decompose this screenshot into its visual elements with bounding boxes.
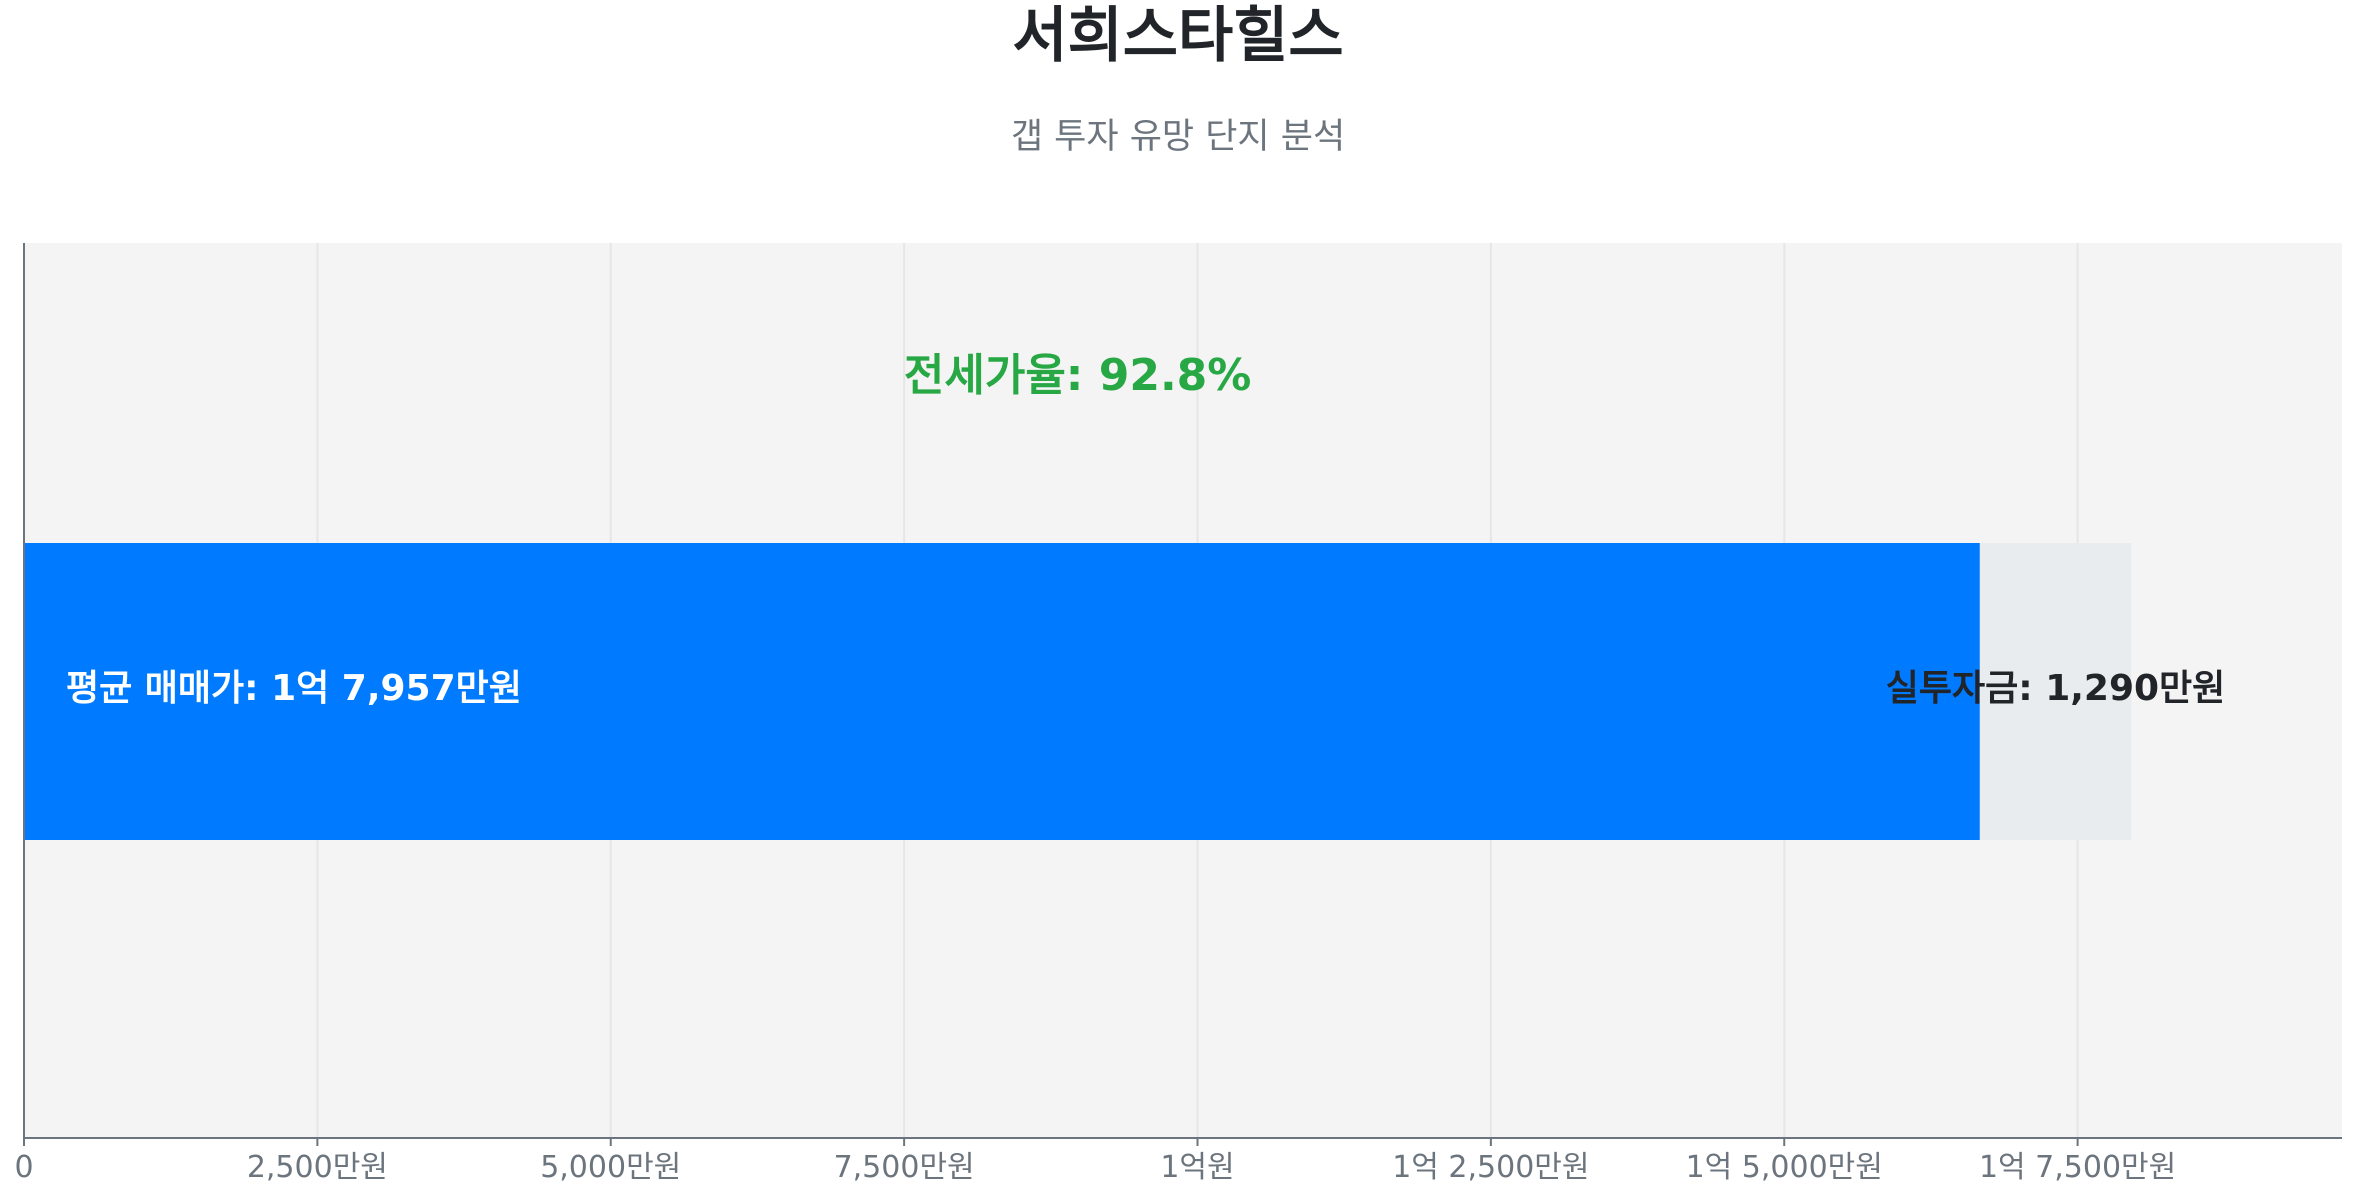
tick-label: 5,000만원 <box>540 1150 681 1185</box>
jeonse-ratio-label: 전세가율: 92.8% <box>904 350 1251 401</box>
tick-label: 0 <box>14 1150 33 1185</box>
tick-label: 1억 7,500만원 <box>1979 1150 2176 1185</box>
tick-label: 7,500만원 <box>834 1150 975 1185</box>
chart-title: 서희스타힐스 <box>1012 1 1343 71</box>
chart-subtitle: 갭 투자 유망 단지 분석 <box>1011 117 1345 157</box>
x-axis-ticks: 0 2,500만원 5,000만원 7,500만원 1억원 1억 2,500만원 1억 5,… <box>14 1138 2176 1185</box>
tick-label: 1억 5,000만원 <box>1686 1150 1883 1185</box>
investment-bar <box>1979 543 2132 840</box>
tick-label: 1억원 <box>1160 1150 1234 1185</box>
jeonse-bar <box>24 543 1980 840</box>
investment-label: 실투자금: 1,290만원 <box>1886 668 2226 709</box>
tick-label: 2,500만원 <box>247 1150 388 1185</box>
tick-label: 1억 2,500만원 <box>1392 1150 1589 1185</box>
bars <box>24 543 2132 840</box>
avg-price-label: 평균 매매가: 1억 7,957만원 <box>66 668 522 709</box>
